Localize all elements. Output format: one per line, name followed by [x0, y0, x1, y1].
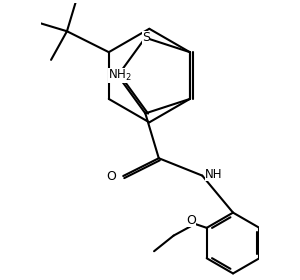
Text: O: O — [106, 169, 116, 183]
Text: NH$_2$: NH$_2$ — [108, 68, 132, 83]
Text: NH: NH — [205, 168, 223, 181]
Text: S: S — [142, 31, 150, 44]
Text: O: O — [186, 214, 196, 227]
